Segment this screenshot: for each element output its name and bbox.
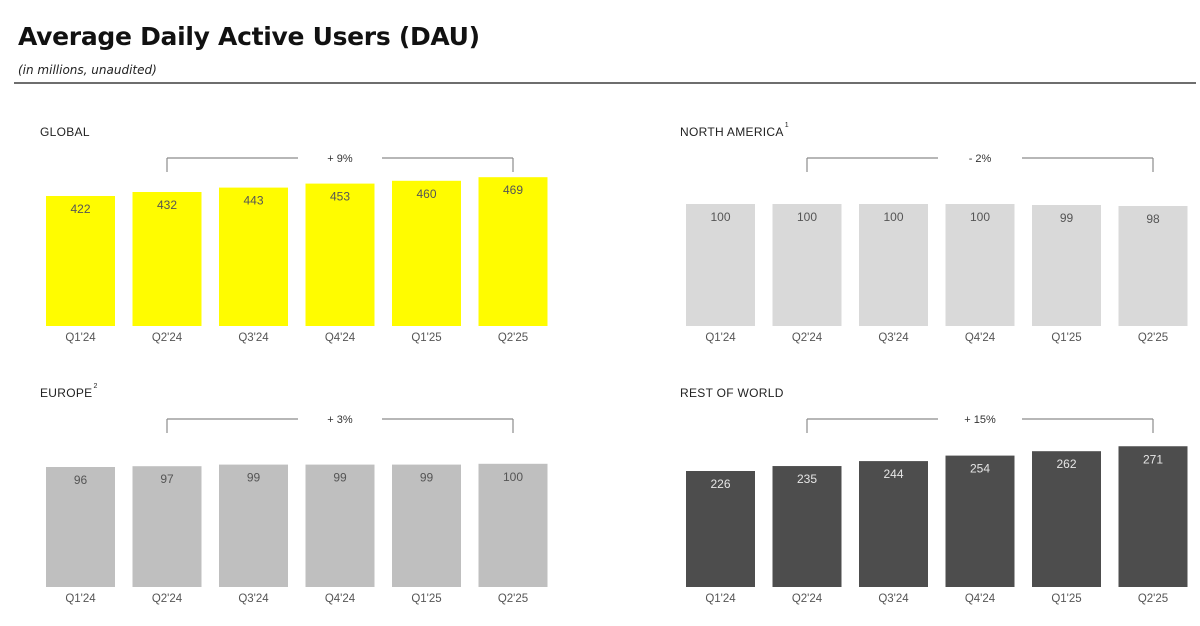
bar-rest-of-world-2 <box>772 466 842 587</box>
growth-annotation-europe: + 3% <box>327 414 353 426</box>
category-label-rest-of-world-5: Q1'25 <box>1051 593 1081 605</box>
data-label-europe-5: 99 <box>420 471 434 485</box>
data-label-north-america-1: 100 <box>710 210 730 224</box>
chart-panel-europe: EUROPE2 96 Q1'24 97 Q2'24 99 Q3'24 99 Q4'24 99 Q1… <box>40 383 560 626</box>
bar-global-3 <box>219 187 288 326</box>
data-label-europe-4: 99 <box>333 471 347 485</box>
data-label-global-6: 469 <box>503 183 523 197</box>
data-label-global-4: 453 <box>330 190 350 204</box>
data-label-rest-of-world-3: 244 <box>883 467 903 481</box>
category-label-global-6: Q2'25 <box>498 332 528 344</box>
bar-europe-5 <box>392 464 461 587</box>
title-divider <box>14 82 1196 84</box>
chart-svg-europe: 96 Q1'24 97 Q2'24 99 Q3'24 99 Q4'24 99 Q1'25 100 Q2… <box>46 414 548 605</box>
bar-global-4 <box>305 183 375 326</box>
bar-europe-1 <box>46 467 115 587</box>
data-label-global-3: 443 <box>243 194 263 208</box>
bar-global-1 <box>46 196 115 326</box>
data-label-north-america-2: 100 <box>797 210 817 224</box>
category-label-north-america-4: Q4'24 <box>965 332 996 344</box>
data-label-north-america-5: 99 <box>1060 211 1074 225</box>
category-label-rest-of-world-6: Q2'25 <box>1138 593 1168 605</box>
category-label-global-2: Q2'24 <box>152 332 183 344</box>
bar-europe-4 <box>305 464 375 587</box>
bar-rest-of-world-5 <box>1032 451 1101 587</box>
data-label-europe-1: 96 <box>74 473 88 487</box>
category-label-global-3: Q3'24 <box>238 332 269 344</box>
data-label-north-america-3: 100 <box>883 210 903 224</box>
category-label-europe-6: Q2'25 <box>498 593 528 605</box>
bar-north-america-4 <box>945 204 1015 326</box>
category-label-rest-of-world-2: Q2'24 <box>792 593 823 605</box>
page-subtitle: (in millions, unaudited) <box>18 63 157 77</box>
data-label-europe-2: 97 <box>160 472 174 486</box>
bar-north-america-3 <box>859 204 928 326</box>
data-label-rest-of-world-4: 254 <box>970 462 990 476</box>
data-label-global-1: 422 <box>70 202 90 216</box>
category-label-rest-of-world-4: Q4'24 <box>965 593 996 605</box>
bar-europe-6 <box>478 463 548 587</box>
category-label-europe-4: Q4'24 <box>325 593 356 605</box>
data-label-rest-of-world-2: 235 <box>797 472 817 486</box>
chart-svg-rest-of-world: 226 Q1'24 235 Q2'24 244 Q3'24 254 Q4'24 262 Q1'25… <box>686 414 1188 605</box>
category-label-rest-of-world-3: Q3'24 <box>878 593 909 605</box>
bar-north-america-2 <box>772 204 842 326</box>
category-label-north-america-2: Q2'24 <box>792 332 823 344</box>
growth-annotation-rest-of-world: + 15% <box>964 414 996 426</box>
category-label-rest-of-world-1: Q1'24 <box>705 593 736 605</box>
chart-panel-rest-of-world: REST OF WORLD 226 Q1'24 235 Q2'24 244 Q3'24 25… <box>680 386 1200 626</box>
data-label-rest-of-world-6: 271 <box>1143 452 1163 466</box>
bar-rest-of-world-6 <box>1118 446 1188 587</box>
category-label-north-america-6: Q2'25 <box>1138 332 1168 344</box>
data-label-north-america-6: 98 <box>1146 212 1160 226</box>
bar-europe-3 <box>219 464 288 587</box>
category-label-global-5: Q1'25 <box>411 332 441 344</box>
category-label-europe-2: Q2'24 <box>152 593 183 605</box>
data-label-north-america-4: 100 <box>970 210 990 224</box>
category-label-europe-1: Q1'24 <box>65 593 96 605</box>
chart-svg-north-america: 100 Q1'24 100 Q2'24 100 Q3'24 100 Q4'24 99 Q1'25 9… <box>686 153 1188 344</box>
bar-north-america-6 <box>1118 206 1188 326</box>
bar-rest-of-world-4 <box>945 455 1015 587</box>
chart-title-global: GLOBAL <box>40 125 90 139</box>
category-label-europe-3: Q3'24 <box>238 593 269 605</box>
bar-europe-2 <box>132 466 202 587</box>
chart-title-north-america: NORTH AMERICA1 <box>680 122 789 139</box>
bar-global-5 <box>392 180 461 326</box>
chart-title-rest-of-world: REST OF WORLD <box>680 386 784 400</box>
category-label-global-1: Q1'24 <box>65 332 96 344</box>
data-label-global-5: 460 <box>416 187 436 201</box>
growth-annotation-global: + 9% <box>327 153 353 165</box>
chart-panel-north-america: NORTH AMERICA1 100 Q1'24 100 Q2'24 100 Q3'24 1… <box>680 122 1200 365</box>
category-label-global-4: Q4'24 <box>325 332 356 344</box>
bar-global-2 <box>132 192 202 326</box>
page-title: Average Daily Active Users (DAU) <box>18 22 480 51</box>
bar-north-america-5 <box>1032 205 1101 326</box>
data-label-europe-6: 100 <box>503 470 523 484</box>
data-label-rest-of-world-5: 262 <box>1056 457 1076 471</box>
data-label-global-2: 432 <box>157 198 177 212</box>
category-label-north-america-5: Q1'25 <box>1051 332 1081 344</box>
growth-annotation-north-america: - 2% <box>969 153 992 165</box>
category-label-europe-5: Q1'25 <box>411 593 441 605</box>
data-label-rest-of-world-1: 226 <box>710 477 730 491</box>
data-label-europe-3: 99 <box>247 471 261 485</box>
bar-north-america-1 <box>686 204 755 326</box>
bar-global-6 <box>478 177 548 326</box>
category-label-north-america-1: Q1'24 <box>705 332 736 344</box>
category-label-north-america-3: Q3'24 <box>878 332 909 344</box>
bar-rest-of-world-3 <box>859 461 928 587</box>
chart-title-europe: EUROPE2 <box>40 383 98 400</box>
bar-rest-of-world-1 <box>686 471 755 587</box>
chart-svg-global: 422 Q1'24 432 Q2'24 443 Q3'24 453 Q4'24 460 Q1'25… <box>46 153 548 344</box>
chart-panel-global: GLOBAL 422 Q1'24 432 Q2'24 443 Q3'24 453 Q4'24 4… <box>40 125 560 365</box>
